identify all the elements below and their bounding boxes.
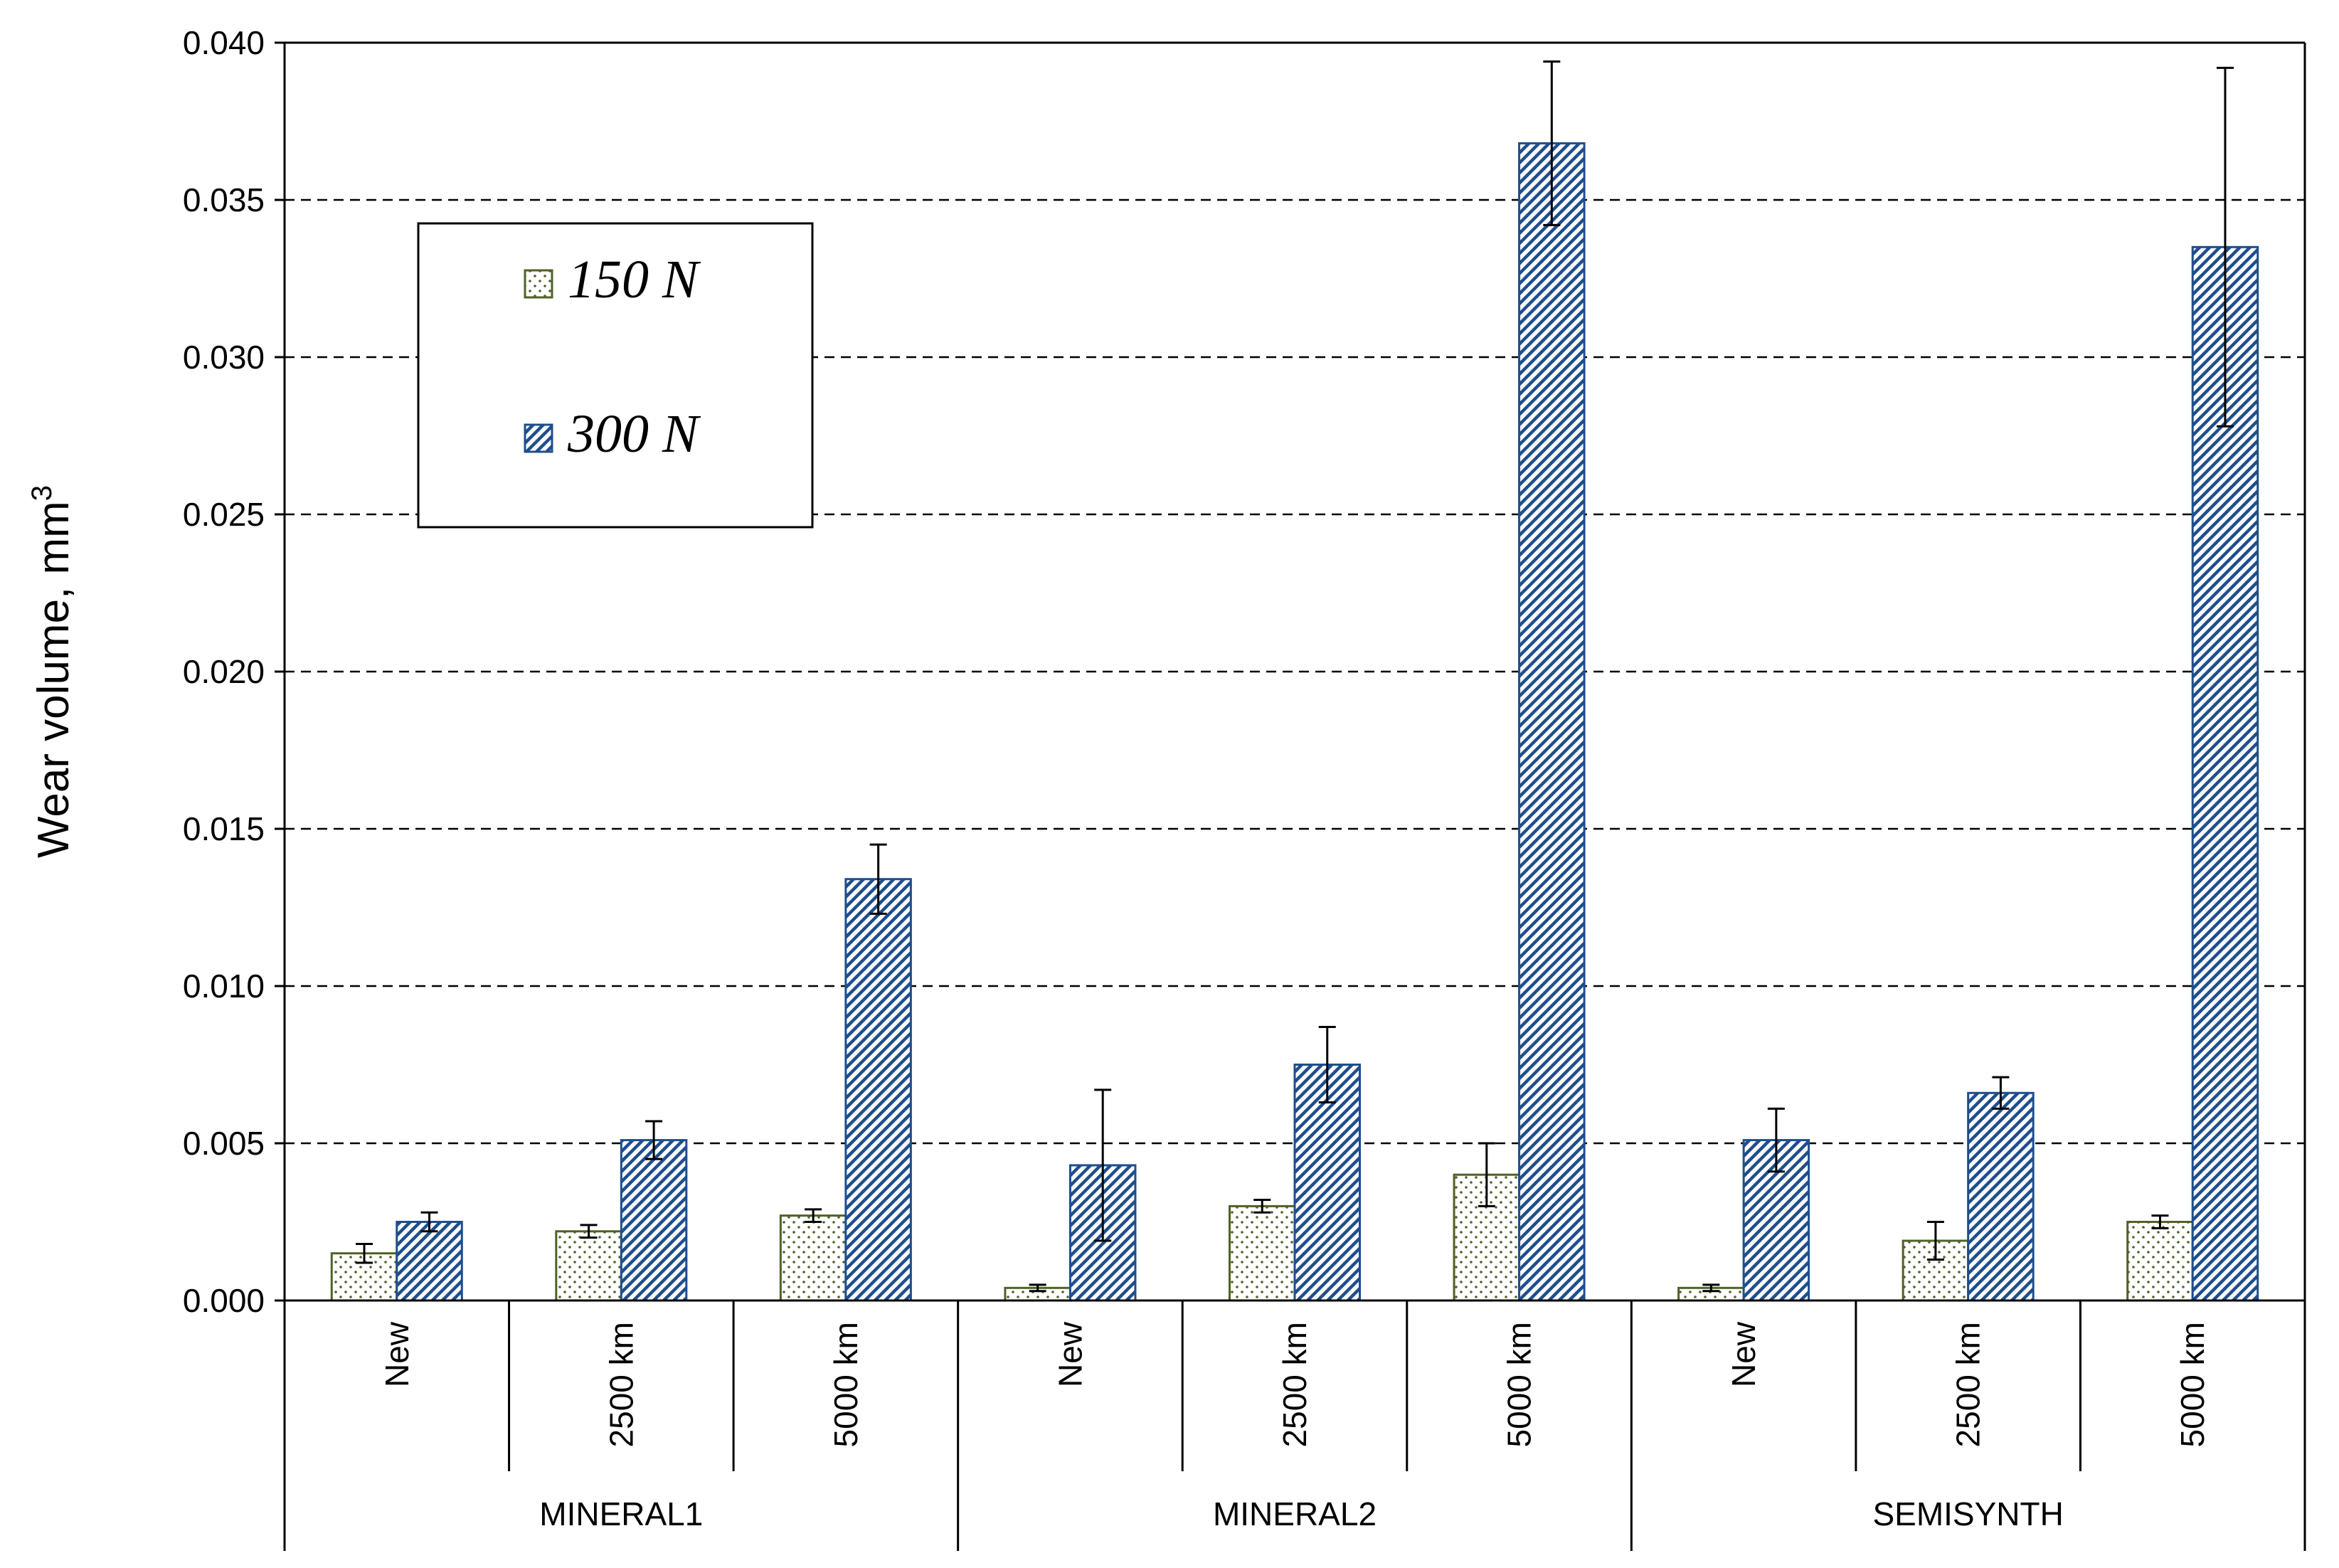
category-label: New [1725,1321,1762,1387]
y-tick-label: 0.000 [183,1282,265,1319]
legend: 150 N 300 N [417,222,814,529]
bar-150n [779,1214,847,1302]
bar-300n [844,878,912,1302]
legend-label: 150 N [568,250,701,309]
y-tick-label: 0.030 [183,339,265,376]
group-label: MINERAL2 [1213,1495,1377,1532]
y-tick-label: 0.025 [183,496,265,533]
y-tick-label: 0.040 [183,24,265,61]
legend-swatch-300n [524,423,553,453]
y-axis-title-superscript: 3 [26,485,58,501]
bar-300n [1967,1091,2035,1302]
category-label: 5000 km [1501,1322,1538,1447]
bar-150n [1228,1204,1296,1302]
y-tick-label: 0.020 [183,653,265,690]
category-label: 2500 km [1276,1322,1313,1447]
bar-300n [1293,1064,1362,1302]
y-axis-title: Wear volume, mm3 [26,485,78,858]
legend-label: 300 N [567,404,701,464]
category-label: New [1051,1321,1088,1387]
labels: 0.000 0.005 0.010 0.015 0.020 0.025 0.030 0.035… [26,24,2211,1532]
category-label: 2500 km [1950,1322,1987,1447]
category-label: 5000 km [2174,1322,2211,1447]
bar-150n [555,1230,622,1302]
group-label: SEMISYNTH [1872,1495,2063,1532]
group-label: MINERAL1 [539,1495,703,1532]
bar-300n [1518,142,1586,1302]
category-label: 2500 km [603,1322,640,1447]
bar-300n [396,1221,463,1302]
y-axis-title-text: Wear volume, mm [29,501,78,858]
axes [275,41,2306,1551]
legend-swatch-150n [524,269,553,299]
y-tick-label: 0.010 [183,968,265,1005]
category-label: 5000 km [827,1322,864,1447]
legend-box [417,222,814,529]
y-tick-label: 0.015 [183,810,265,847]
bar-300n [620,1139,688,1302]
bars [330,60,2259,1302]
category-label: New [378,1321,415,1387]
y-tick-label: 0.035 [183,181,265,218]
bar-150n [2126,1221,2194,1302]
y-tick-label: 0.005 [183,1125,265,1162]
